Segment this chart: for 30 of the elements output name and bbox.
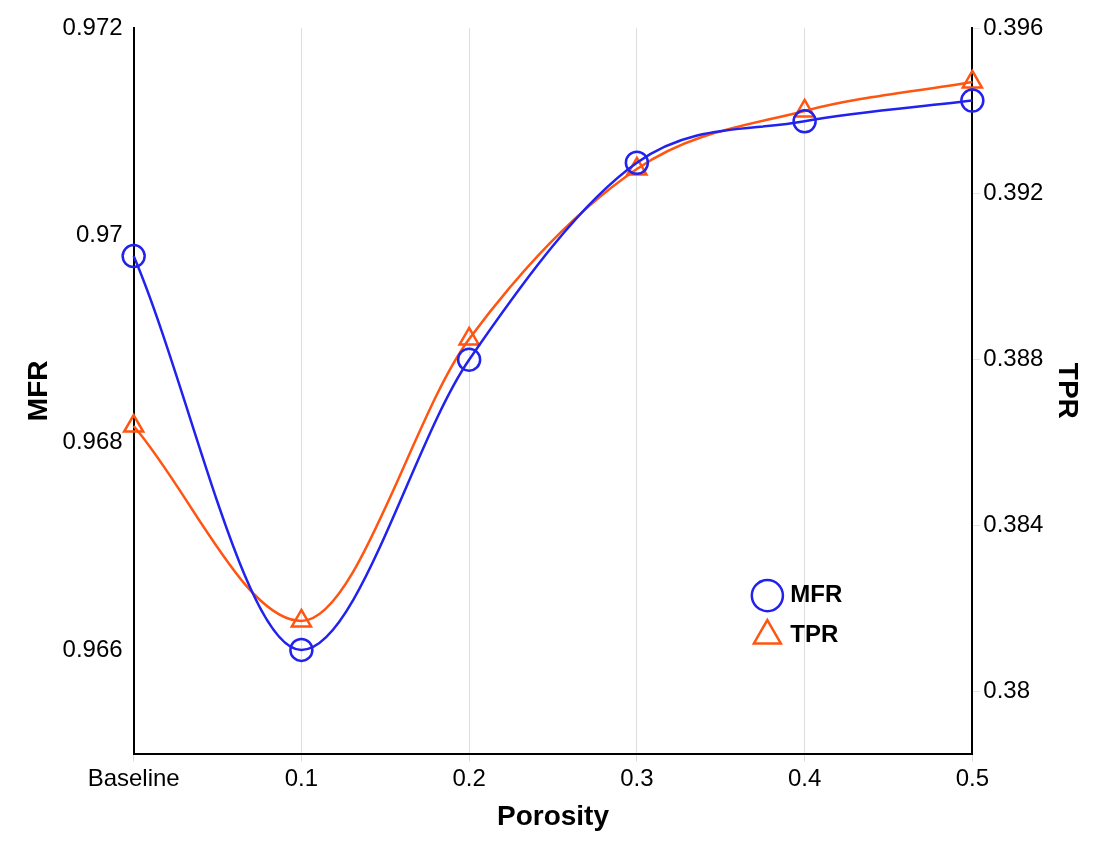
x-axis-title: Porosity [496, 799, 610, 831]
point [122, 413, 145, 433]
point [792, 109, 817, 134]
y-tick-label: 0.972 [62, 12, 123, 40]
x-tick-label: 0.1 [284, 763, 319, 791]
x-tick-label: 0.4 [787, 763, 822, 791]
y2-tick-label: 0.38 [983, 676, 1031, 704]
point [960, 88, 985, 113]
x-tick-label: Baseline [87, 763, 180, 791]
legend-label: MFR [790, 580, 843, 608]
x-tick-label: 0.5 [955, 763, 990, 791]
point [290, 608, 313, 628]
point [289, 637, 314, 663]
y2-axis-title: TPR [1053, 362, 1085, 419]
y-tick-label: 0.966 [62, 634, 123, 662]
point [624, 150, 650, 175]
y-tick-label: 0.968 [62, 427, 123, 455]
point [458, 326, 480, 346]
y-axis-title: MFR [21, 360, 53, 422]
x-tick-label: 0.3 [620, 763, 654, 791]
y2-tick-label: 0.396 [983, 12, 1044, 40]
y-tick-label: 0.97 [75, 219, 123, 247]
x-tick-label: 0.2 [452, 763, 486, 791]
y2-tick-label: 0.388 [983, 344, 1044, 372]
point [456, 347, 482, 372]
point [961, 69, 984, 89]
y2-tick-label: 0.392 [983, 178, 1044, 206]
point [121, 243, 146, 269]
y2-tick-label: 0.384 [983, 510, 1044, 538]
legend-label: TPR [790, 620, 839, 648]
